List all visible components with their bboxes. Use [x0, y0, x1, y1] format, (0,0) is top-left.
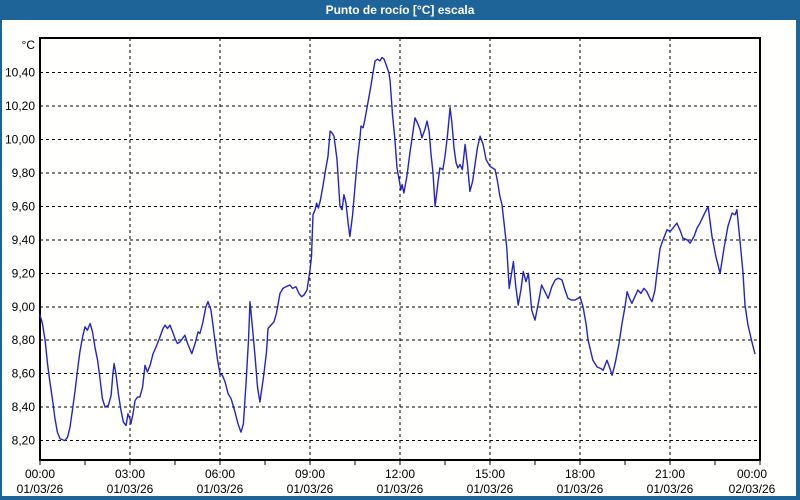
x-tick-time-label: 12:00: [385, 467, 415, 481]
y-tick-label: 8,20: [12, 434, 36, 448]
y-tick-label: 9,40: [12, 233, 36, 247]
data-line: [39, 56, 756, 442]
x-tick-date-label: 01/03/26: [107, 482, 154, 496]
x-tick-time-label: 00:00: [737, 467, 767, 481]
x-tick-date-label: 01/03/26: [377, 482, 424, 496]
y-tick-label: 8,40: [12, 400, 36, 414]
x-tick-date-label: 02/03/26: [729, 482, 776, 496]
y-tick-label: 9,80: [12, 166, 36, 180]
x-tick-date-label: 01/03/26: [467, 482, 514, 496]
plot-frame: [39, 37, 761, 461]
y-tick-label: 9,00: [12, 300, 36, 314]
x-tick-time-label: 21:00: [655, 467, 685, 481]
x-tick-time-label: 18:00: [565, 467, 595, 481]
y-tick-label: 8,80: [12, 333, 36, 347]
y-axis-unit-label: °C: [22, 38, 36, 52]
x-tick-date-label: 01/03/26: [557, 482, 604, 496]
x-tick-time-label: 03:00: [115, 467, 145, 481]
y-tick-label: 8,60: [12, 367, 36, 381]
chart-panel: [2, 20, 796, 496]
window-titlebar[interactable]: Punto de rocío [°C] escala: [0, 0, 800, 20]
y-tick-label: 9,60: [12, 199, 36, 213]
y-tick-label: 10,20: [5, 99, 35, 113]
x-tick-date-label: 01/03/26: [287, 482, 334, 496]
x-tick-date-label: 01/03/26: [647, 482, 694, 496]
x-tick-time-label: 00:00: [25, 467, 55, 481]
y-tick-label: 9,20: [12, 266, 36, 280]
window-title: Punto de rocío [°C] escala: [325, 3, 475, 17]
y-tick-label: 10,00: [5, 133, 35, 147]
x-tick-date-label: 01/03/26: [17, 482, 64, 496]
x-tick-time-label: 09:00: [295, 467, 325, 481]
x-tick-time-label: 15:00: [475, 467, 505, 481]
y-tick-label: 10,40: [5, 66, 35, 80]
x-tick-date-label: 01/03/26: [197, 482, 244, 496]
x-tick-time-label: 06:00: [205, 467, 235, 481]
